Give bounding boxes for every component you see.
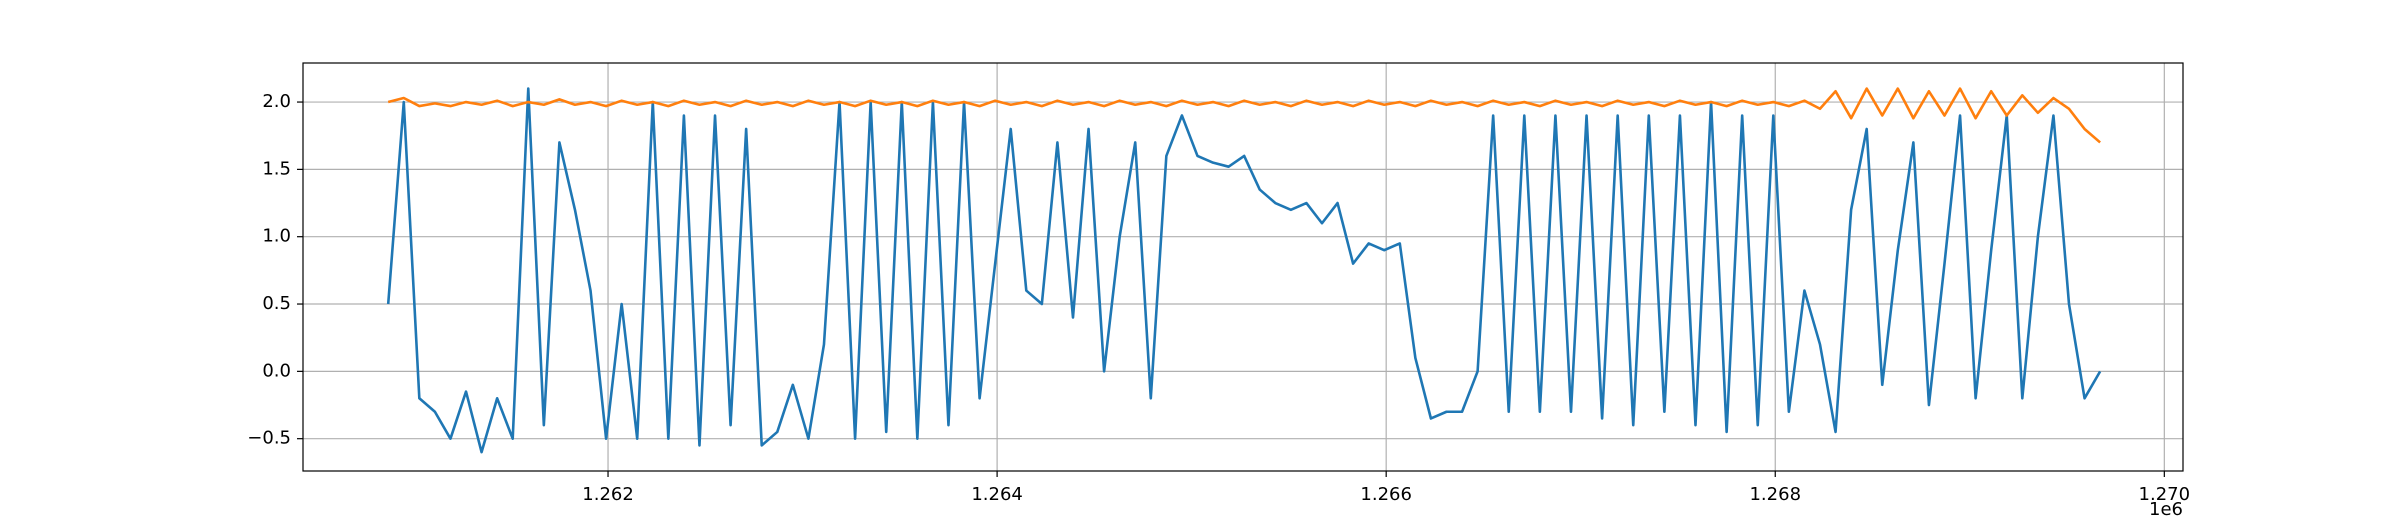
y-tick-label: 1.5 <box>262 158 291 179</box>
x-tick-label: 1.264 <box>971 484 1023 505</box>
y-tick-label: 1.0 <box>262 226 291 247</box>
y-tick-label: −0.5 <box>247 428 291 449</box>
data-line <box>386 87 2102 454</box>
x-tick-label: 1.262 <box>582 484 634 505</box>
x-tick-label: 1.268 <box>1749 484 1801 505</box>
y-tick-label: 0.0 <box>262 360 291 381</box>
x-offset-label: 1e6 <box>2149 499 2183 520</box>
y-tick-label: 0.5 <box>262 293 291 314</box>
plot-frame <box>302 62 2184 472</box>
y-tick-label: 2.0 <box>262 91 291 112</box>
x-tick-label: 1.270 <box>2139 484 2191 505</box>
x-tick-label: 1.266 <box>1360 484 1412 505</box>
data-line <box>387 87 2101 144</box>
